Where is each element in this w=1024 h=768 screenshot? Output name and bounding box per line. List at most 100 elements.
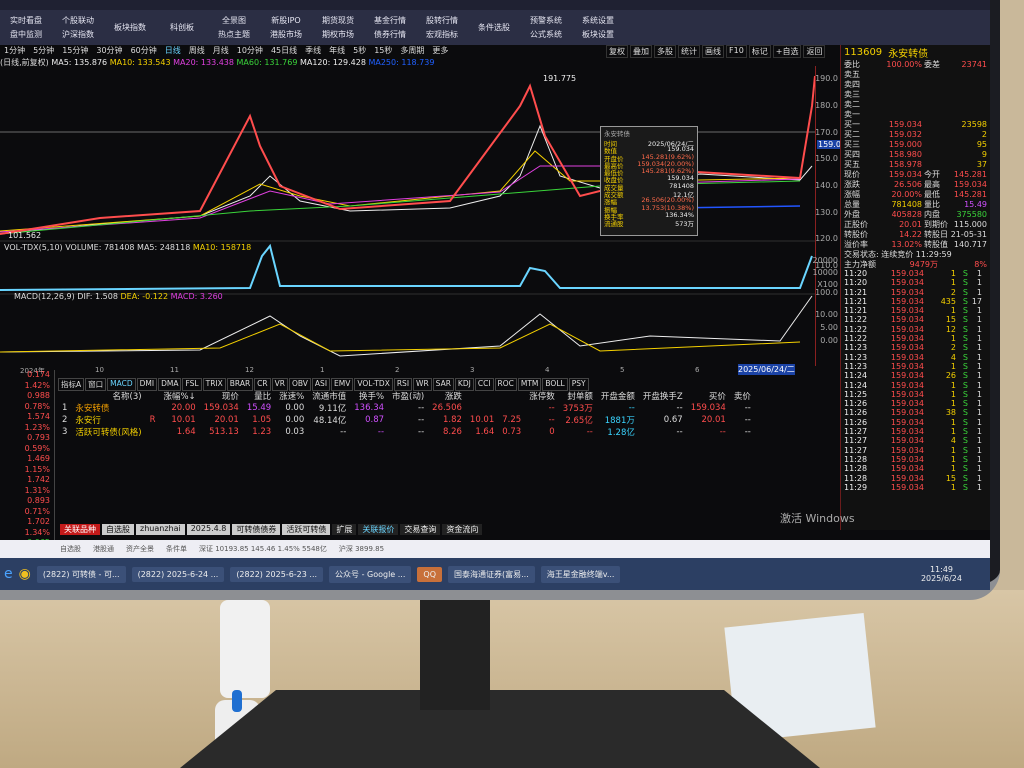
period-4[interactable]: 60分钟 — [130, 46, 157, 55]
indicator-tab[interactable]: 指标A — [58, 378, 85, 391]
status-item[interactable]: 深证 10193.85 145.46 1.45% 5548亿 — [199, 545, 327, 553]
bottom-tab[interactable]: 2025.4.8 — [186, 524, 231, 535]
table-row[interactable]: 3 活跃可转债(风格) 1.64 513.13 1.23 0.03 -- -- -- 8.26 1.… — [58, 426, 755, 438]
indicator-tab[interactable]: OBV — [288, 378, 311, 391]
indicator-tab[interactable]: DMA — [158, 378, 182, 391]
indicator-tab[interactable]: RSI — [393, 378, 413, 391]
taskbar-item[interactable]: (2822) 可转债 - 可... — [36, 565, 126, 583]
column-header[interactable]: 封单额 — [567, 392, 593, 402]
status-item[interactable]: 沪深 3899.85 — [338, 545, 385, 553]
column-header[interactable]: 量比 — [254, 392, 272, 402]
taskbar-item[interactable]: (2822) 2025-6-24 ... — [131, 566, 225, 582]
period-0[interactable]: 1分钟 — [4, 46, 26, 55]
sub-tab[interactable]: 扩展 — [332, 524, 357, 535]
column-header[interactable]: 开盘金额 — [600, 392, 635, 402]
indicator-tab[interactable]: MTM — [517, 378, 542, 391]
period-14[interactable]: 多周期 — [400, 46, 425, 55]
column-header[interactable] — [58, 390, 71, 402]
tool-button[interactable]: +自选 — [772, 45, 802, 58]
table-row[interactable]: 2 永安行 R 10.01 20.01 1.05 0.00 48.14亿 0.87 -- 1.82 1… — [58, 414, 755, 426]
bottom-tab[interactable]: 可转债债券 — [232, 524, 281, 535]
period-15[interactable]: 更多 — [432, 46, 449, 55]
tool-button[interactable]: 返回 — [803, 45, 826, 58]
column-header[interactable]: 卖价 — [733, 392, 751, 402]
toolbar-button[interactable]: 全景图 热点主题 — [208, 14, 260, 42]
status-item[interactable]: 条件单 — [166, 545, 187, 553]
tool-button[interactable]: 复权 — [606, 45, 628, 58]
period-12[interactable]: 5秒 — [353, 46, 367, 55]
clock[interactable]: 11:49 2025/6/24 — [921, 565, 990, 583]
column-header[interactable]: 涨跌 — [444, 392, 462, 402]
ie-icon[interactable]: e — [4, 566, 13, 582]
toolbar-button[interactable]: 板块指数 — [104, 21, 156, 35]
sub-tab[interactable]: 交易查询 — [400, 524, 441, 535]
period-2[interactable]: 15分钟 — [62, 46, 89, 55]
indicator-tab[interactable]: VR — [271, 378, 288, 391]
column-header[interactable]: 涨幅%↓ — [163, 392, 196, 402]
status-item[interactable]: 资产全景 — [126, 545, 154, 553]
taskbar-item[interactable]: 国泰海通证券(富易... — [447, 565, 535, 583]
column-header[interactable]: 开盘换手Z — [642, 392, 683, 402]
indicator-tab[interactable]: CR — [254, 378, 271, 391]
bottom-tab[interactable]: 自选股 — [102, 524, 134, 535]
column-header[interactable]: 买价 — [708, 392, 726, 402]
toolbar-button[interactable]: 条件选股 — [468, 21, 520, 35]
indicator-tab[interactable]: WR — [413, 378, 432, 391]
period-6[interactable]: 周线 — [188, 46, 205, 55]
period-7[interactable]: 月线 — [212, 46, 229, 55]
indicator-tab[interactable]: ASI — [311, 378, 331, 391]
indicator-tab[interactable]: BOLL — [542, 378, 568, 391]
tool-button[interactable]: 标记 — [748, 45, 771, 58]
toolbar-button[interactable]: 基金行情 债券行情 — [364, 14, 416, 42]
sub-tab[interactable]: 关联报价 — [358, 524, 399, 535]
indicator-tab[interactable]: PSY — [568, 378, 589, 391]
toolbar-button[interactable]: 科创板 — [156, 21, 208, 35]
toolbar-button[interactable]: 期货现货 期权市场 — [312, 14, 364, 42]
sub-tab[interactable]: 资金流向 — [442, 524, 483, 535]
taskbar-item[interactable]: QQ — [417, 566, 442, 582]
period-11[interactable]: 年线 — [329, 46, 346, 55]
tool-button[interactable]: 统计 — [678, 45, 700, 58]
period-5[interactable]: 日线 — [164, 46, 181, 55]
column-header[interactable] — [498, 390, 525, 402]
toolbar-button[interactable]: 预警系统 公式系统 — [520, 14, 572, 42]
period-1[interactable]: 5分钟 — [33, 46, 55, 55]
status-item[interactable]: 自选股 — [60, 545, 81, 553]
tool-button[interactable]: F10 — [726, 45, 747, 58]
indicator-tab[interactable]: DMI — [136, 378, 158, 391]
tool-button[interactable]: 画线 — [702, 45, 724, 58]
taskbar-item[interactable]: 公众号 - Google ... — [329, 565, 412, 583]
toolbar-button[interactable]: 实时看盘 盘中监测 — [0, 14, 52, 42]
table-row[interactable]: 1 永安转债 20.00 159.034 15.49 0.00 9.11亿 136.34 -- 2… — [58, 402, 755, 414]
indicator-tab[interactable]: FSL — [182, 378, 202, 391]
indicator-tab[interactable]: BRAR — [226, 378, 254, 391]
toolbar-button[interactable]: 股转行情 宏观指标 — [416, 14, 468, 42]
period-10[interactable]: 季线 — [305, 46, 322, 55]
toolbar-button[interactable]: 新股IPO 港股市场 — [260, 14, 312, 42]
taskbar-item[interactable]: 海王星金融终端v... — [540, 565, 621, 583]
column-header[interactable]: 市盈(动) — [392, 392, 425, 402]
tool-button[interactable]: 叠加 — [630, 45, 652, 58]
tool-button[interactable]: 多股 — [654, 45, 676, 58]
indicator-tab[interactable]: SAR — [432, 378, 454, 391]
column-header[interactable] — [146, 390, 160, 402]
bottom-tab[interactable]: 关联品种 — [60, 524, 100, 535]
indicator-tab[interactable]: CCI — [474, 378, 494, 391]
indicator-tab[interactable]: MACD — [107, 378, 136, 391]
chrome-icon[interactable]: ◉ — [18, 566, 31, 582]
column-header[interactable]: 流通市值 — [312, 392, 347, 402]
column-header[interactable] — [466, 390, 498, 402]
taskbar-item[interactable]: (2822) 2025-6-23 ... — [230, 566, 324, 582]
indicator-tab[interactable]: TRIX — [202, 378, 226, 391]
status-item[interactable]: 港股通 — [93, 545, 114, 553]
bottom-tab[interactable]: 活跃可转债 — [282, 524, 331, 535]
bottom-tab[interactable]: zhuanzhai — [136, 524, 185, 535]
period-8[interactable]: 10分钟 — [236, 46, 263, 55]
column-header[interactable]: 名称(3) — [112, 392, 142, 402]
period-13[interactable]: 15秒 — [374, 46, 393, 55]
column-header[interactable]: 换手% — [358, 392, 385, 402]
column-header[interactable]: 涨速% — [279, 392, 305, 402]
column-header[interactable]: 现价 — [221, 392, 239, 402]
column-header[interactable]: 涨停数 — [529, 392, 555, 402]
indicator-tab[interactable]: VOL-TDX — [354, 378, 393, 391]
